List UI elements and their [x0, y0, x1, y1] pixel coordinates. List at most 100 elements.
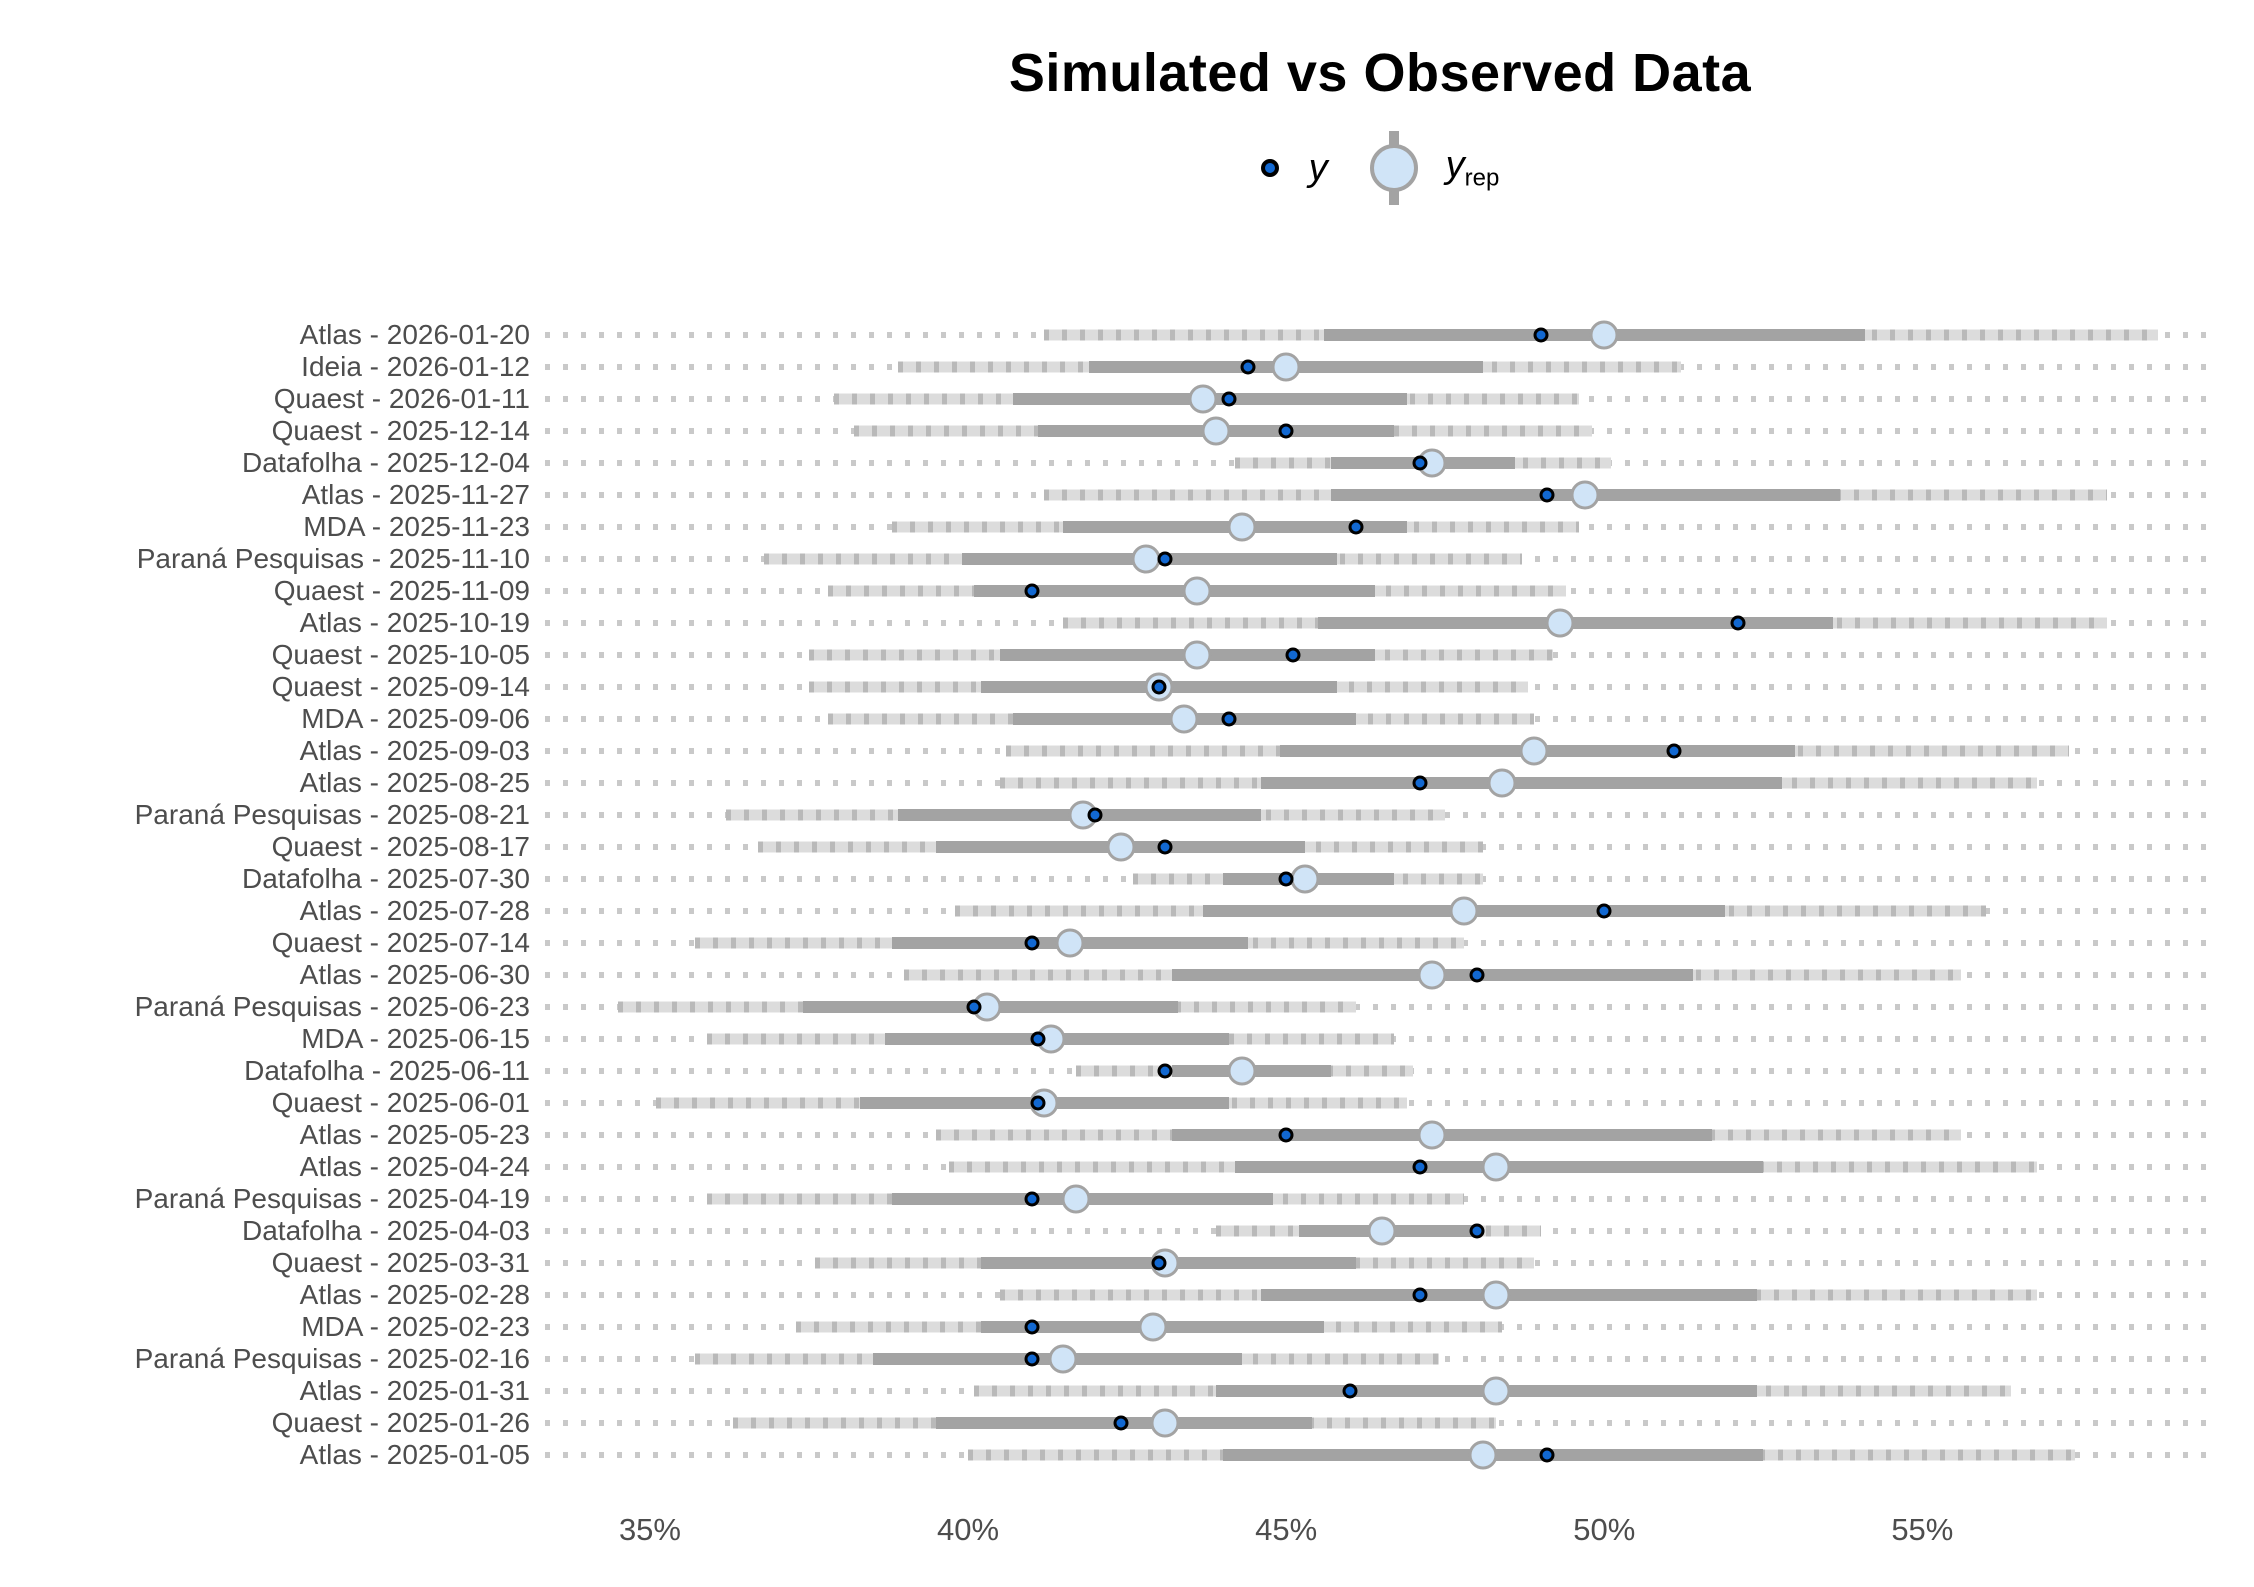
yrep-point: [1201, 416, 1231, 446]
row-label: Quaest - 2025-08-17: [271, 831, 530, 862]
yrep-point: [1545, 608, 1575, 638]
y-point: [1221, 711, 1237, 727]
row-label: Paraná Pesquisas - 2025-06-23: [134, 991, 530, 1022]
y-point: [1087, 807, 1103, 823]
legend-yrep-circle: [1369, 144, 1418, 192]
row-label: Datafolha - 2025-06-11: [244, 1055, 530, 1086]
legend-yrep-label: yrep: [1446, 144, 1500, 193]
row-label: Atlas - 2025-04-24: [299, 1151, 530, 1182]
table-row: [545, 511, 2215, 543]
y-point: [1024, 1191, 1040, 1207]
table-row: [545, 639, 2215, 671]
legend-yrep-base: y: [1445, 143, 1465, 186]
row-label: Atlas - 2025-11-27: [301, 479, 530, 510]
table-row: [545, 607, 2215, 639]
row-label: Quaest - 2025-11-09: [273, 575, 530, 606]
table-row: [545, 479, 2215, 511]
table-row: [545, 575, 2215, 607]
y-point: [1030, 1095, 1046, 1111]
yrep-point: [1061, 1184, 1091, 1214]
y-point: [1539, 487, 1555, 503]
y-point: [1157, 551, 1173, 567]
y-point: [1278, 423, 1294, 439]
row-label: Paraná Pesquisas - 2025-08-21: [134, 799, 530, 830]
yrep-point: [1182, 576, 1212, 606]
yrep-point: [1227, 1056, 1257, 1086]
y-point: [1666, 743, 1682, 759]
x-tick-label: 50%: [1573, 1512, 1636, 1547]
yrep-point: [1169, 704, 1199, 734]
table-row: [545, 1215, 2215, 1247]
y-point: [1533, 327, 1549, 343]
y-point: [1278, 1127, 1294, 1143]
row-label: Atlas - 2025-09-03: [299, 735, 530, 766]
legend-yrep-interval-icon: [1369, 131, 1418, 205]
row-label: MDA - 2025-11-23: [303, 511, 530, 542]
row-label: Atlas - 2025-01-31: [299, 1375, 530, 1406]
y-point: [1412, 775, 1428, 791]
yrep-point: [1150, 1408, 1180, 1438]
row-label: Paraná Pesquisas - 2025-04-19: [134, 1183, 530, 1214]
table-row: [545, 319, 2215, 351]
y-point: [1348, 519, 1364, 535]
table-row: [545, 1311, 2215, 1343]
row-label: Datafolha - 2025-12-04: [242, 447, 530, 478]
x-tick-label: 40%: [937, 1512, 1000, 1547]
table-row: [545, 1119, 2215, 1151]
table-row: [545, 671, 2215, 703]
x-tick-label: 35%: [618, 1512, 681, 1547]
table-row: [545, 1375, 2215, 1407]
yrep-point: [1417, 960, 1447, 990]
yrep-point: [1138, 1312, 1168, 1342]
y-point: [1157, 839, 1173, 855]
yrep-point: [1468, 1440, 1498, 1470]
y-point: [1412, 1159, 1428, 1175]
yrep-point: [1481, 1152, 1511, 1182]
row-label: Quaest - 2025-06-01: [271, 1087, 530, 1118]
yrep-point: [1449, 896, 1479, 926]
row-label: MDA - 2025-02-23: [301, 1311, 530, 1342]
table-row: [545, 543, 2215, 575]
y-point: [1342, 1383, 1358, 1399]
y-point: [1024, 1319, 1040, 1335]
table-row: [545, 703, 2215, 735]
legend-y-dot-icon: [1260, 159, 1279, 177]
row-label: Quaest - 2025-10-05: [271, 639, 530, 670]
table-row: [545, 1343, 2215, 1375]
y-point: [1221, 391, 1237, 407]
yrep-point: [1570, 480, 1600, 510]
yrep-point: [1048, 1344, 1078, 1374]
y-point: [1469, 967, 1485, 983]
chart-title: Simulated vs Observed Data: [1008, 43, 1752, 104]
table-row: [545, 1247, 2215, 1279]
y-point: [1539, 1447, 1555, 1463]
yrep-point: [1519, 736, 1549, 766]
plot-area: [545, 319, 2215, 1471]
yrep-point: [1182, 640, 1212, 670]
y-point: [1030, 1031, 1046, 1047]
row-label: MDA - 2025-09-06: [301, 703, 530, 734]
chart-legend: y yrep: [545, 128, 2215, 208]
y-point: [1113, 1415, 1129, 1431]
row-label: Paraná Pesquisas - 2025-11-10: [136, 543, 530, 574]
y-point: [1469, 1223, 1485, 1239]
row-dotted-guide: [545, 1004, 2215, 1010]
table-row: [545, 447, 2215, 479]
y-point: [1151, 679, 1167, 695]
legend-y-label: y: [1308, 146, 1328, 189]
y-point: [1024, 583, 1040, 599]
x-tick-label: 45%: [1255, 1512, 1318, 1547]
y-point: [1024, 935, 1040, 951]
row-label: Quaest - 2026-01-11: [273, 383, 530, 414]
legend-yrep-sub: rep: [1464, 164, 1500, 192]
yrep-point: [1055, 928, 1085, 958]
table-row: [545, 1279, 2215, 1311]
yrep-point: [1188, 384, 1218, 414]
table-row: [545, 831, 2215, 863]
x-axis: 35% 40% 45% 50% 55%: [545, 1512, 2215, 1562]
y-point: [1730, 615, 1746, 631]
inner-interval: [1260, 777, 1783, 789]
row-label: Quaest - 2025-09-14: [271, 671, 530, 702]
table-row: [545, 959, 2215, 991]
table-row: [545, 1055, 2215, 1087]
